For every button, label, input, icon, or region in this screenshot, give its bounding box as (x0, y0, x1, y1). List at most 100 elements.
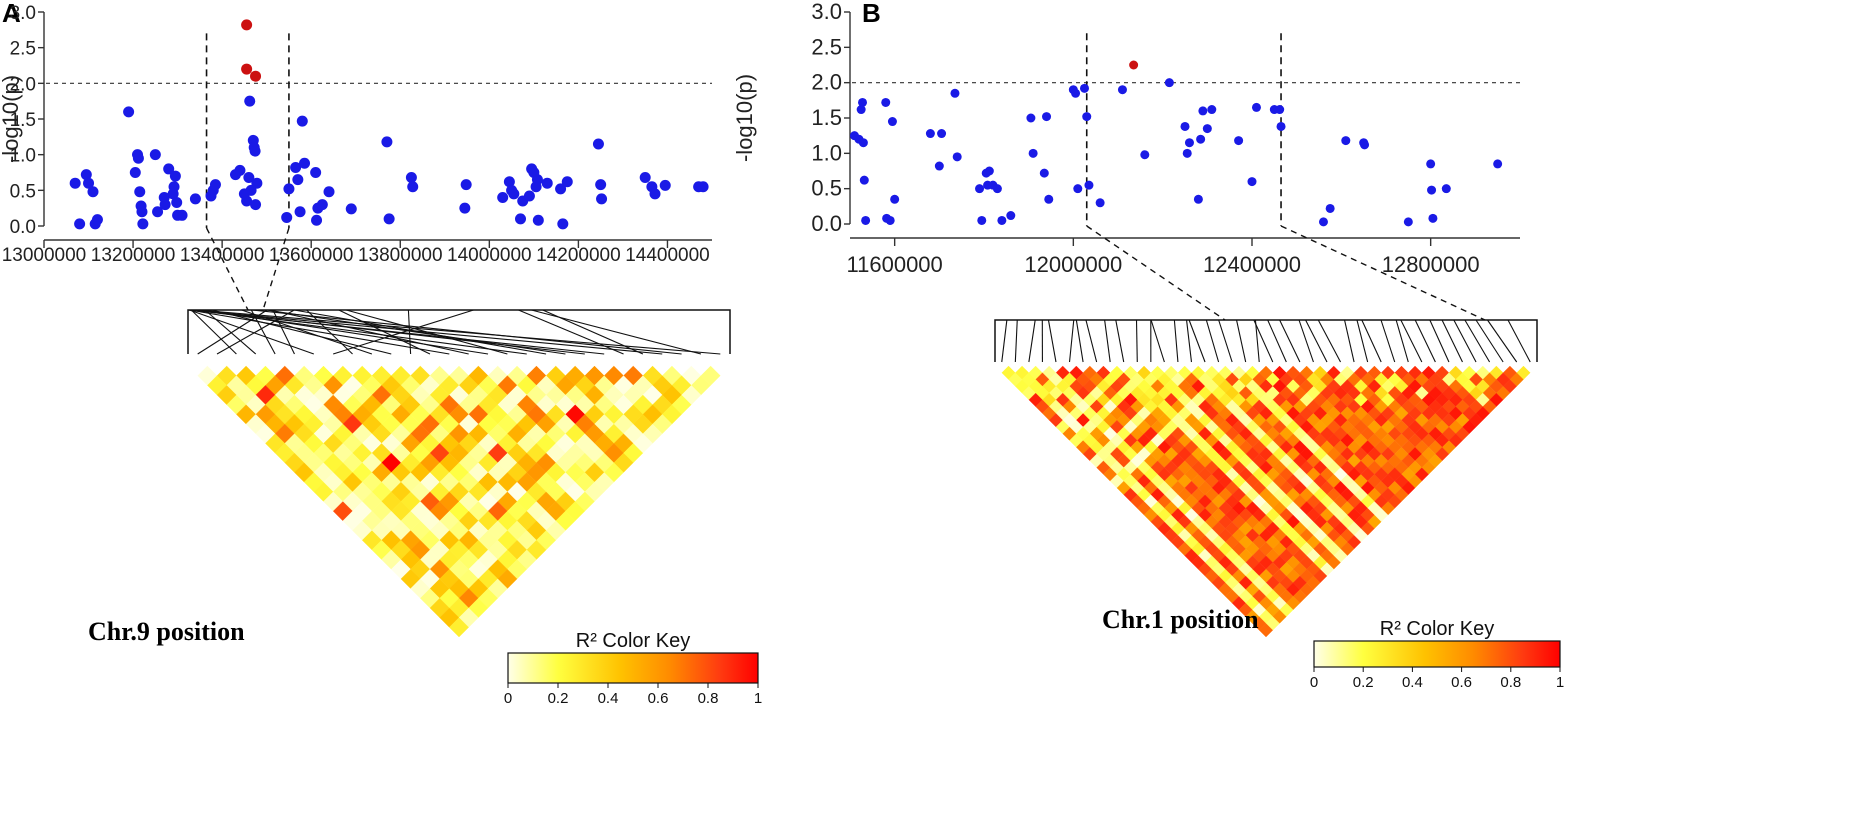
snp-point (1039, 168, 1049, 178)
snp-connector-line (1085, 319, 1098, 363)
snp-connector-line (1356, 319, 1369, 363)
snp-point (858, 97, 868, 107)
snp-connector-line (272, 309, 295, 355)
snp-point (523, 190, 535, 202)
color-key-tick-label: 0.2 (1353, 674, 1374, 691)
snp-connector-line (1047, 319, 1057, 363)
snp-point (290, 162, 302, 174)
x-tick-label: 13200000 (91, 245, 176, 266)
color-key-title: R² Color Key (1380, 618, 1494, 640)
y-axis-title: -log10(p) (0, 75, 23, 163)
snp-connector-line (1453, 319, 1477, 363)
snp-point (1082, 112, 1092, 122)
color-key-tick-label: 0.6 (1451, 674, 1472, 691)
snp-point (1117, 85, 1127, 95)
snp-point (1207, 105, 1217, 115)
snp-point (1095, 198, 1105, 208)
snp-connector-line (1186, 319, 1193, 363)
snp-point (132, 152, 144, 164)
snp-connector-line (1205, 319, 1220, 363)
snp-connector-line (518, 309, 624, 355)
snp-point (1493, 159, 1503, 169)
color-key-tick-label: 1 (754, 690, 762, 707)
y-tick-label: 1.5 (811, 105, 842, 130)
y-tick-label: 0.0 (10, 217, 36, 238)
snp-connector-line (1279, 319, 1301, 363)
x-tick-label: 13000000 (2, 245, 87, 266)
x-tick-label: 13600000 (269, 245, 354, 266)
caption-a: Chr.9 position (88, 617, 245, 646)
color-key-bar (1313, 640, 1561, 668)
snp-point (249, 145, 261, 157)
snp-point (294, 206, 306, 218)
snp-point (171, 196, 183, 208)
snp-connector-line (1001, 319, 1008, 363)
snp-connector-line (1068, 319, 1075, 363)
snp-point (1028, 148, 1038, 158)
significant-snp-point (241, 19, 253, 31)
snp-point (859, 175, 869, 185)
snp-point (80, 169, 92, 181)
y-tick-label: 0.5 (10, 181, 36, 202)
snp-point (152, 206, 164, 218)
y-tick-label: 1.0 (10, 146, 36, 167)
snp-point (697, 181, 709, 193)
snp-point (1071, 88, 1081, 98)
snp-point (649, 188, 661, 200)
snp-point (1360, 140, 1370, 150)
snp-point (890, 194, 900, 204)
snp-point (299, 157, 311, 169)
snp-point (1026, 113, 1036, 123)
snp-connector-line (1507, 319, 1531, 363)
snp-connector-line (1236, 319, 1247, 363)
snp-point (405, 171, 417, 183)
snp-point (1247, 177, 1257, 187)
snp-point (531, 174, 543, 186)
snp-point (168, 181, 180, 193)
snp-connector-line (338, 309, 431, 355)
snp-point (292, 174, 304, 186)
snp-point (169, 170, 181, 182)
snp-point (1084, 180, 1094, 190)
snp-connector-line (1150, 319, 1165, 363)
snp-point (69, 177, 81, 189)
snp-connector-line (190, 309, 237, 355)
snp-point (861, 215, 871, 225)
snp-point (209, 179, 221, 191)
y-tick-label: 1.0 (811, 140, 842, 165)
snp-connector-line (1014, 319, 1018, 363)
snp-point (1042, 112, 1052, 122)
snp-point (885, 215, 895, 225)
snp-point (281, 211, 293, 223)
snp-point (1251, 102, 1261, 112)
snp-connector-line (269, 309, 469, 355)
snp-point (345, 203, 357, 215)
snp-point (1428, 213, 1438, 223)
snp-point (592, 138, 604, 150)
manhattan-plot-b: 0.0 0.5 1.0 1.5 2.0 2.5 3.0 11600000 12000000 124… (732, 0, 1520, 321)
panel-b: B 0.0 0.5 1.0 1.5 2.0 2.5 3.0 11600000 12000000 1… (732, 0, 1564, 691)
snp-point (1276, 121, 1286, 131)
snp-point (74, 218, 86, 230)
snp-point (316, 199, 328, 211)
significant-snp-point (250, 70, 262, 82)
zoom-guide-line (205, 227, 249, 311)
x-tick-label: 12000000 (1024, 252, 1122, 277)
snp-point (1182, 148, 1192, 158)
ld-cell (449, 617, 469, 638)
snp-point (977, 215, 987, 225)
snp-connector-line (1344, 319, 1355, 363)
snp-point (1275, 105, 1285, 115)
snp-point (887, 117, 897, 127)
snp-point (950, 88, 960, 98)
snp-point (241, 195, 253, 207)
color-key-tick-label: 0.8 (698, 690, 719, 707)
snp-point (1180, 121, 1190, 131)
snp-point (1426, 159, 1436, 169)
x-tick-label: 14400000 (625, 245, 710, 266)
snp-point (1427, 185, 1437, 195)
snp-connector-line (407, 309, 412, 355)
ld-bracket (187, 309, 731, 354)
